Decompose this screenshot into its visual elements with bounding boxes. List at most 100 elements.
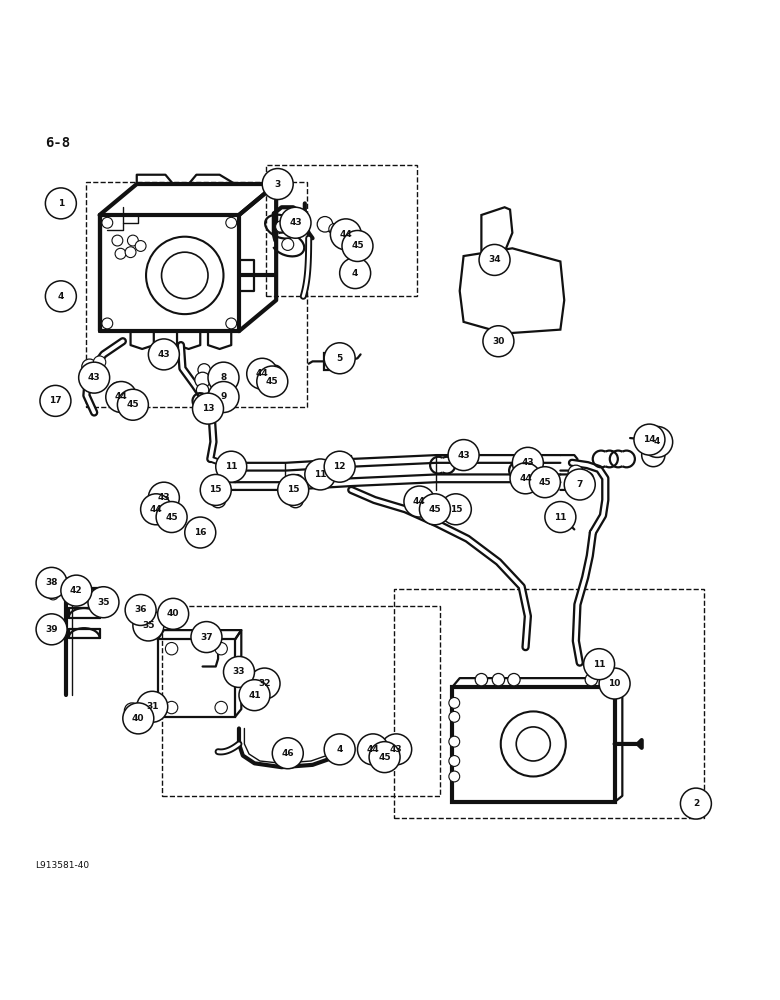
Text: 4: 4	[352, 269, 358, 278]
Text: 2: 2	[693, 799, 699, 808]
Circle shape	[272, 738, 303, 769]
Circle shape	[275, 221, 288, 233]
Circle shape	[122, 703, 154, 734]
Circle shape	[483, 326, 514, 357]
Circle shape	[226, 217, 236, 228]
Text: 14: 14	[644, 435, 656, 444]
Bar	[161, 606, 441, 796]
Circle shape	[156, 502, 187, 533]
Text: 45: 45	[428, 505, 441, 514]
Circle shape	[331, 219, 361, 250]
Text: 43: 43	[457, 451, 470, 460]
Circle shape	[278, 474, 309, 505]
Circle shape	[191, 622, 222, 653]
Circle shape	[102, 318, 113, 329]
Text: 37: 37	[200, 633, 213, 642]
Circle shape	[215, 701, 227, 714]
Circle shape	[45, 620, 61, 636]
Text: 44: 44	[367, 745, 379, 754]
Circle shape	[381, 734, 412, 765]
Circle shape	[215, 642, 227, 655]
Circle shape	[94, 356, 106, 368]
Circle shape	[146, 237, 224, 314]
Circle shape	[448, 440, 479, 471]
Circle shape	[102, 217, 113, 228]
Circle shape	[118, 389, 148, 420]
Text: 16: 16	[194, 528, 207, 537]
Circle shape	[585, 673, 597, 686]
Text: 15: 15	[449, 505, 462, 514]
Circle shape	[36, 614, 67, 645]
Circle shape	[125, 594, 156, 625]
Circle shape	[237, 666, 256, 684]
Circle shape	[216, 451, 246, 482]
Circle shape	[208, 362, 239, 393]
Circle shape	[151, 499, 165, 513]
Text: 10: 10	[608, 679, 621, 688]
Text: 43: 43	[289, 218, 302, 227]
Circle shape	[404, 486, 435, 517]
Bar	[158, 639, 235, 717]
Circle shape	[311, 465, 330, 484]
Bar	[266, 165, 417, 296]
Text: 45: 45	[378, 753, 391, 762]
Circle shape	[539, 472, 551, 485]
Text: 41: 41	[248, 691, 261, 700]
Text: 44: 44	[519, 474, 532, 483]
Circle shape	[357, 734, 388, 765]
Circle shape	[45, 188, 76, 219]
Circle shape	[324, 734, 355, 765]
Circle shape	[599, 668, 630, 699]
Text: 4: 4	[654, 437, 661, 446]
Circle shape	[530, 467, 560, 498]
Circle shape	[642, 426, 672, 457]
Text: 11: 11	[314, 470, 327, 479]
Text: 45: 45	[165, 513, 178, 522]
Circle shape	[193, 393, 224, 424]
Circle shape	[448, 756, 459, 766]
Circle shape	[479, 244, 510, 275]
Circle shape	[224, 656, 254, 687]
Text: 3: 3	[275, 180, 281, 189]
Text: 12: 12	[333, 462, 346, 471]
Circle shape	[339, 258, 370, 289]
Circle shape	[165, 606, 181, 622]
Text: 45: 45	[266, 377, 278, 386]
Text: 6-8: 6-8	[45, 136, 70, 150]
Circle shape	[680, 788, 711, 819]
Circle shape	[111, 382, 124, 396]
Circle shape	[330, 355, 342, 368]
Circle shape	[125, 247, 136, 258]
Circle shape	[211, 492, 226, 508]
Text: 45: 45	[351, 241, 363, 250]
Text: 15: 15	[210, 485, 222, 494]
Text: 4: 4	[336, 745, 343, 754]
Circle shape	[112, 235, 122, 246]
Circle shape	[61, 575, 92, 606]
Circle shape	[246, 358, 278, 389]
Circle shape	[112, 398, 122, 409]
Circle shape	[247, 687, 263, 703]
Text: 44: 44	[413, 497, 426, 506]
Circle shape	[634, 424, 665, 455]
Text: 11: 11	[225, 462, 237, 471]
Circle shape	[257, 366, 288, 397]
Circle shape	[158, 598, 189, 629]
Circle shape	[510, 463, 541, 494]
Bar	[324, 353, 347, 370]
Text: 32: 32	[258, 679, 271, 688]
Circle shape	[317, 217, 333, 232]
Text: 33: 33	[232, 667, 245, 676]
Circle shape	[106, 382, 136, 412]
Circle shape	[291, 474, 303, 487]
Circle shape	[148, 482, 179, 513]
Circle shape	[200, 474, 231, 505]
Circle shape	[185, 517, 216, 548]
Text: 38: 38	[45, 578, 58, 587]
Circle shape	[448, 736, 459, 747]
Circle shape	[226, 318, 236, 329]
Circle shape	[282, 238, 294, 250]
Circle shape	[545, 502, 576, 533]
Text: 43: 43	[390, 745, 402, 754]
Text: 34: 34	[488, 255, 501, 264]
